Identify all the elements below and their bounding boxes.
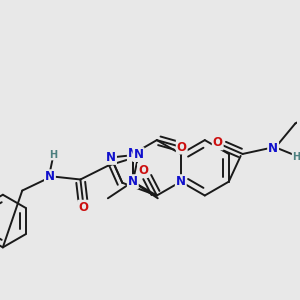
Text: N: N [45, 170, 55, 183]
Text: O: O [78, 201, 88, 214]
Text: H: H [49, 150, 57, 160]
Text: O: O [213, 136, 223, 149]
Text: N: N [134, 148, 144, 161]
Text: N: N [268, 142, 278, 155]
Text: O: O [138, 164, 148, 177]
Text: H: H [292, 152, 300, 162]
Text: O: O [177, 140, 187, 154]
Text: N: N [128, 148, 138, 160]
Text: N: N [106, 151, 116, 164]
Text: N: N [128, 175, 138, 188]
Text: N: N [176, 175, 186, 188]
